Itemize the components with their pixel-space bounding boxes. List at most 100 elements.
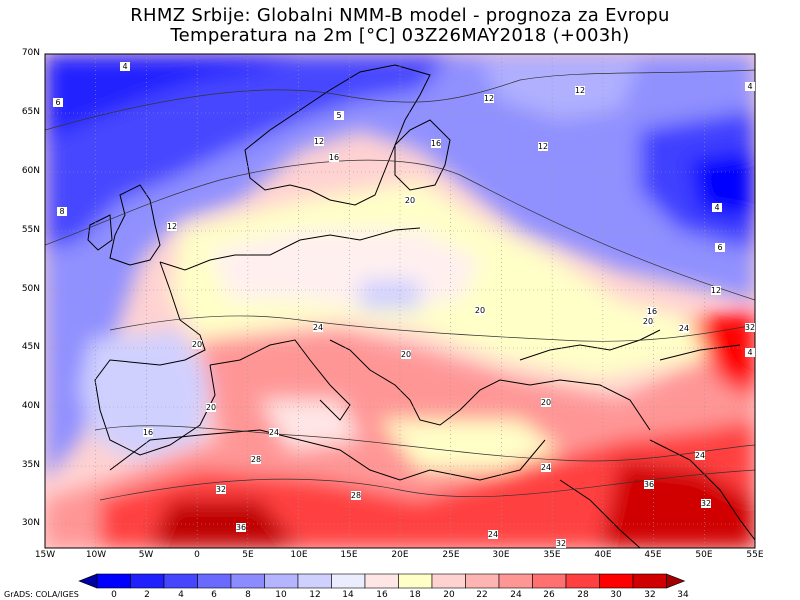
contour-label-background [745,348,755,357]
contour-label-background [745,323,755,332]
colorbar-label: 34 [677,590,689,600]
colorbar-label: 24 [510,590,522,600]
lon-label: 15W [34,550,56,560]
contour-value-label: 20 [401,350,411,359]
colorbar-swatch [297,573,332,589]
lon-label: 10W [85,550,107,560]
colorbar [78,573,686,589]
contour-label-background [488,530,498,539]
contour-label-background [57,207,67,216]
contour-label-background [314,137,324,146]
contour-label-background [269,428,279,437]
colorbar-label: 28 [577,590,589,600]
contour-value-label: 24 [313,323,323,332]
contour-value-label: 16 [329,153,339,162]
contour-label-background [475,306,485,315]
contour-value-label: 8 [59,207,64,216]
contour-label-background [484,94,494,103]
contour-label-background [575,86,585,95]
contour-value-label: 4 [714,203,719,212]
contour-value-label: 24 [541,463,551,472]
colorbar-swatch [431,573,466,589]
colorbar-swatch [264,573,299,589]
contour-label-background [541,398,551,407]
colorbar-label: 22 [476,590,488,600]
contour-value-label: 12 [167,222,177,231]
contour-value-label: 36 [236,523,246,532]
lon-label: 40E [594,550,612,560]
colorbar-right-arrow [666,573,686,589]
contour-label-background [644,480,654,489]
colorbar-label: 12 [309,590,321,600]
contour-label-background [143,428,153,437]
colorbar-swatch [331,573,366,589]
contour-label-background [251,455,261,464]
contour-value-label: 5 [336,111,341,120]
contour-value-label: 12 [575,86,585,95]
contour-value-label: 16 [431,139,441,148]
contour-value-label: 32 [216,485,226,494]
contour-value-label: 24 [488,530,498,539]
colorbar-swatch [599,573,634,589]
contour-label-background [401,350,411,359]
contour-label-background [329,153,339,162]
colorbar-label: 26 [543,590,555,600]
lon-label: 15E [340,550,358,560]
contour-label-background [715,243,725,252]
colorbar-swatch [96,573,131,589]
colorbar-label: 18 [409,590,421,600]
contour-value-label: 20 [643,317,653,326]
contour-value-label: 12 [711,286,721,295]
colorbar-left-arrow [78,573,98,589]
lat-label: 30N [21,518,40,528]
contour-label-background [167,222,177,231]
lat-label: 60N [21,166,40,176]
colorbar-label: 0 [111,590,117,600]
contour-label-background [711,286,721,295]
lat-label: 70N [21,48,40,58]
colorbar-label: 2 [144,590,150,600]
map-subtitle: Temperatura na 2m [°C] 03Z26MAY2018 (+00… [170,25,630,46]
contour-label-background [695,451,705,460]
contour-label-background [541,463,551,472]
contour-label-background [701,499,711,508]
lat-label: 45N [21,342,40,352]
contour-value-label: 24 [679,324,689,333]
contour-label-background [643,317,653,326]
colorbar-swatch [532,573,567,589]
lon-label: 10E [290,550,308,560]
contour-value-label: 32 [701,499,711,508]
contour-value-label: 12 [538,142,548,151]
contour-label-background [712,203,722,212]
grads-credit: GrADS: COLA/IGES [4,590,79,599]
contour-label-background [556,539,566,548]
contour-value-label: 6 [55,98,60,107]
lat-label: 40N [21,401,40,411]
lon-label: 5E [242,550,254,560]
lon-label: 55E [746,550,764,560]
contour-value-label: 20 [541,398,551,407]
colorbar-swatch [197,573,232,589]
contour-value-label: 16 [143,428,153,437]
lon-label: 45E [644,550,662,560]
colorbar-swatch [163,573,198,589]
isotherms [45,69,755,501]
contour-label-background [431,139,441,148]
contour-value-label: 16 [647,307,657,316]
contour-value-label: 20 [475,306,485,315]
contour-label-background [313,323,323,332]
colorbar-swatch [398,573,433,589]
contour-label-background [53,98,63,107]
lon-label: 25E [442,550,460,560]
lat-label: 35N [21,460,40,470]
colorbar-swatch [230,573,265,589]
temperature-field [45,54,755,548]
colorbar-label: 4 [178,590,184,600]
contour-label-background [216,485,226,494]
colorbar-label: 30 [610,590,622,600]
contour-value-label: 6 [717,243,722,252]
colorbar-swatch [632,573,667,589]
contour-value-label: 12 [314,137,324,146]
